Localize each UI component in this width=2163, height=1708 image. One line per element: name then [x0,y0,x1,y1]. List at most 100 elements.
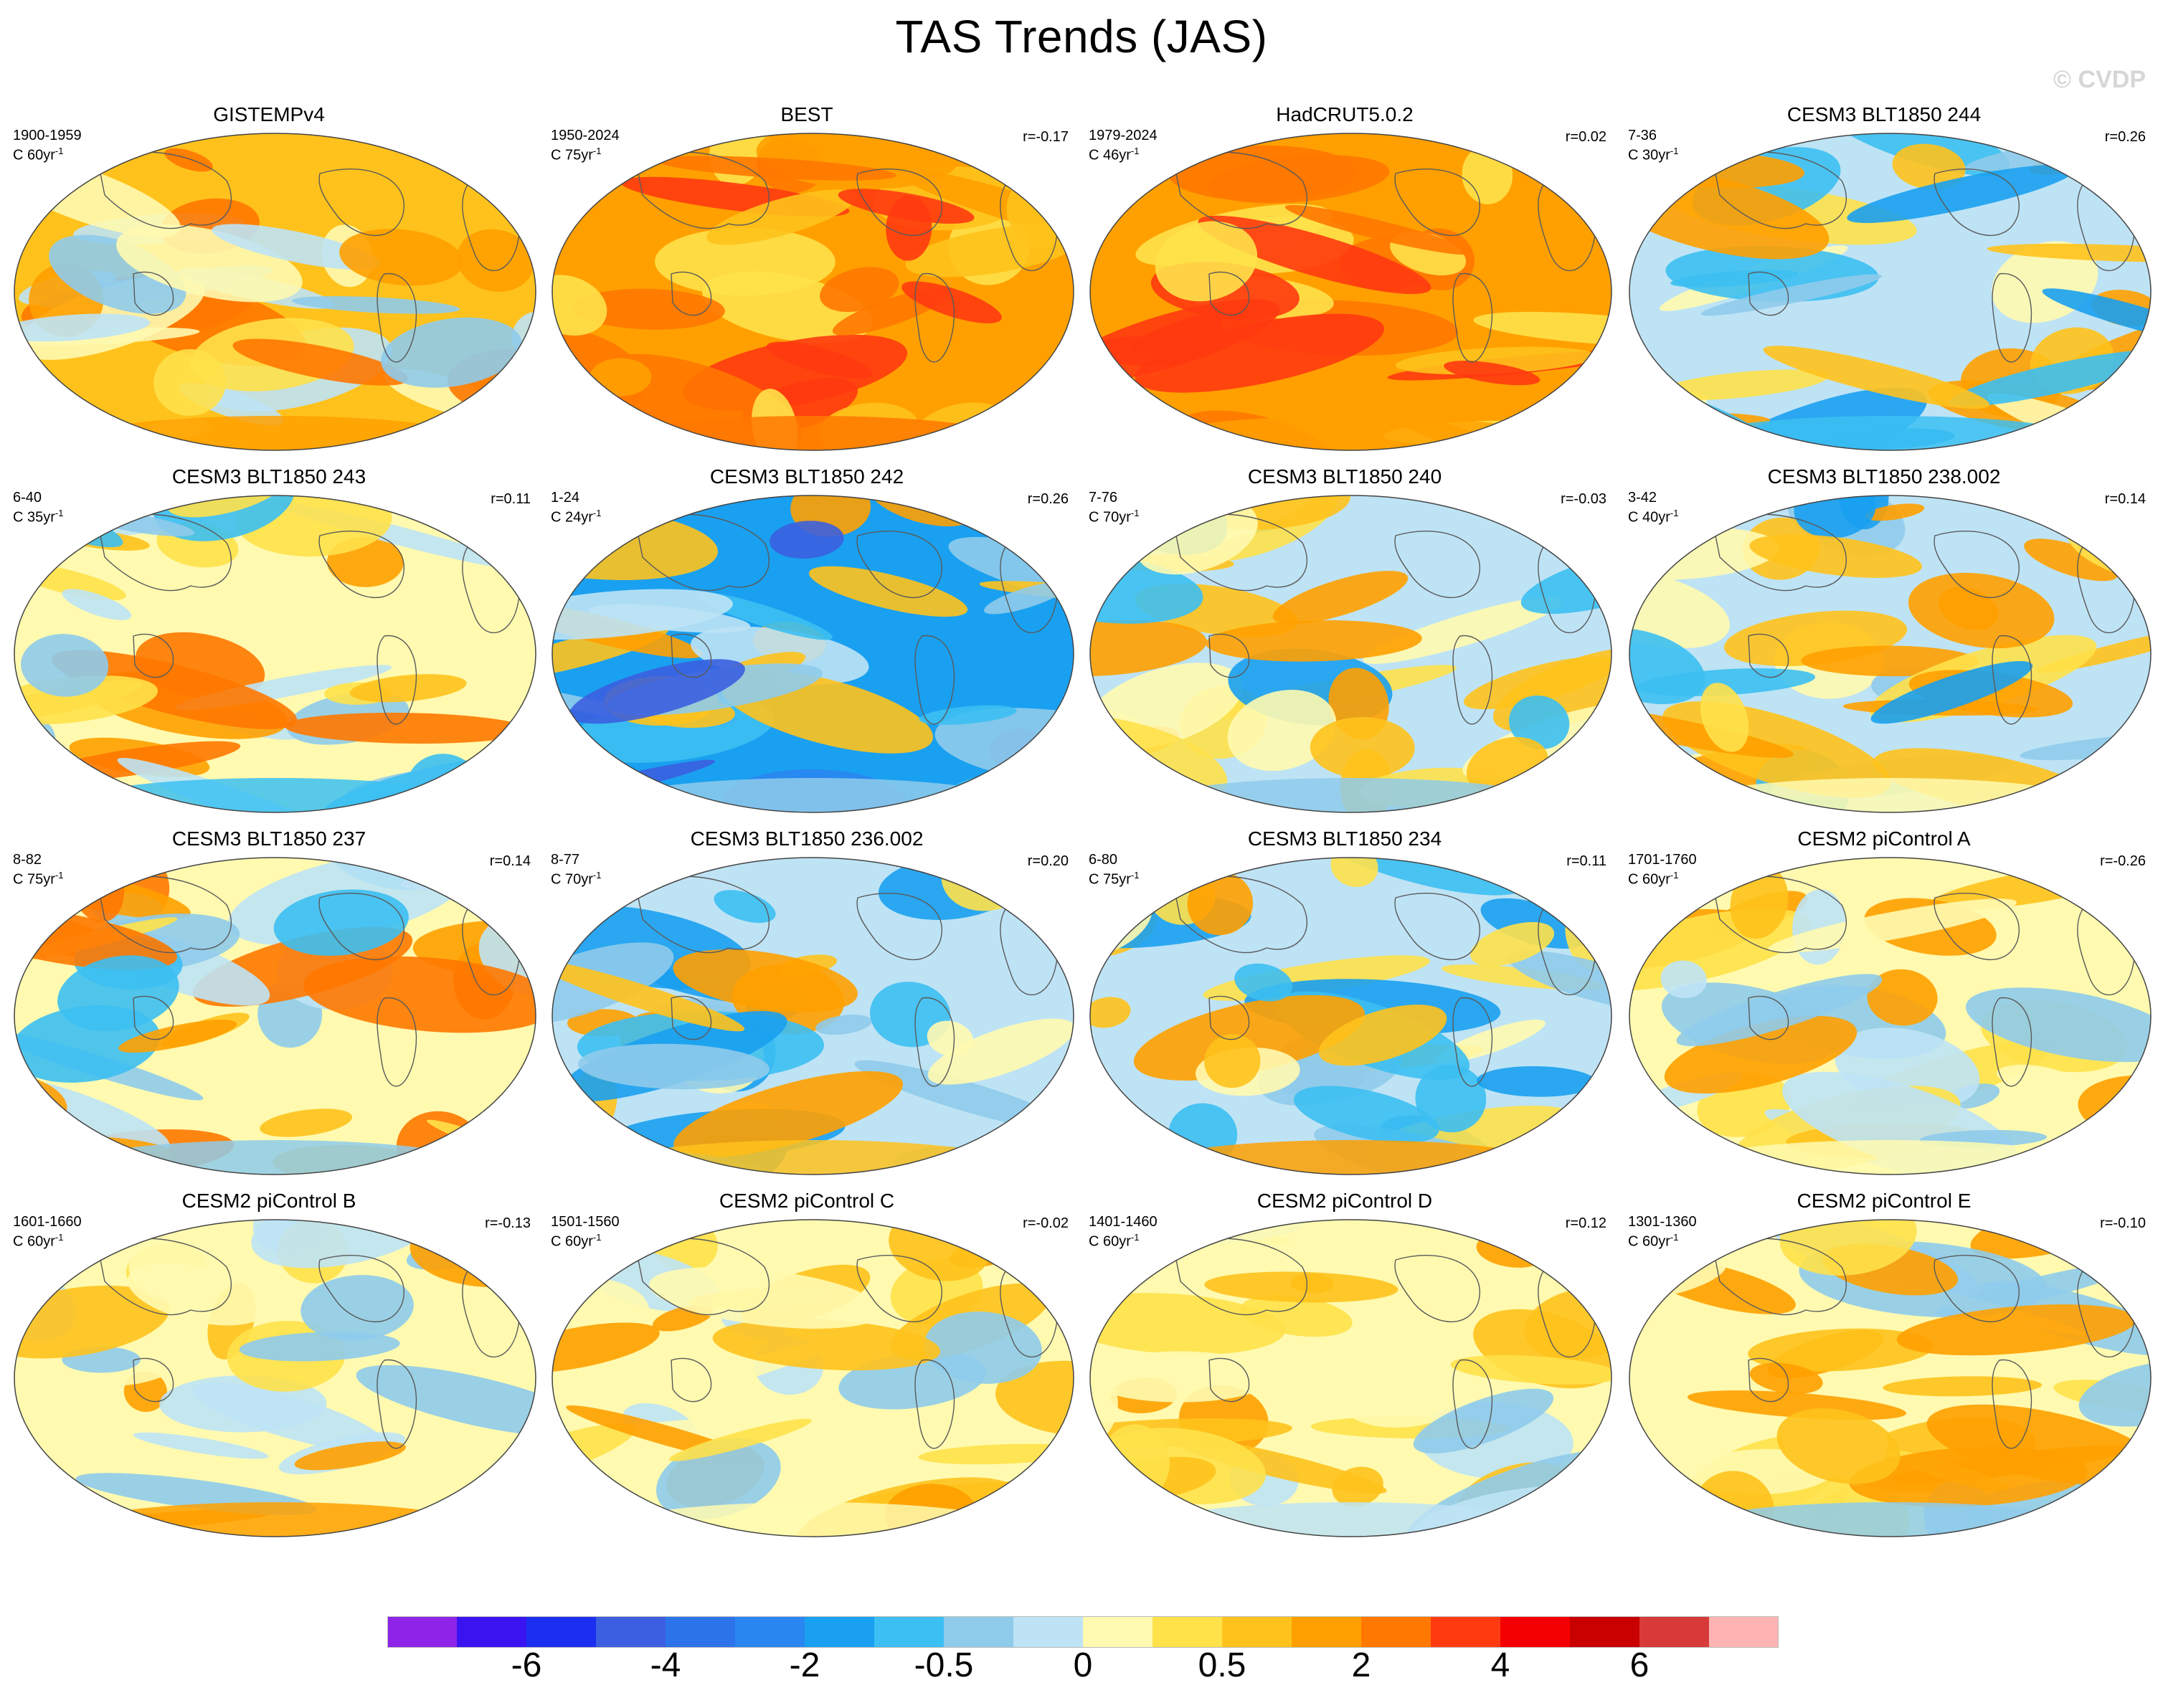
anomaly-patch [14,495,57,540]
anomaly-patch [1155,221,1258,302]
panel-title: CESM3 BLT1850 243 [171,465,366,488]
colorbar-tick-label: 0 [1073,1646,1093,1684]
panel-years: 1900-1959 [13,128,82,143]
anomaly-patch [2024,539,2119,582]
anomaly-patch [1700,683,1749,752]
colorbar-swatch [457,1616,527,1648]
map-panel: CESM3 BLT1850 242 1-24 C 24yr-1 r=0.26 [538,462,1076,825]
coastline [1712,876,1847,954]
anomaly-patch [381,317,523,388]
map-panel: CESM2 piControl C 1501-1560 C 60yr-1 r=-0.0… [538,1187,1076,1549]
anomaly-patch [21,634,109,697]
colorbar-swatch [387,1616,458,1648]
coastline [1748,633,1789,678]
panel-title: BEST [780,103,833,125]
anomaly-patch [655,227,836,296]
globe-outline [1089,857,1612,1175]
coastline [318,169,404,236]
polar-band [1150,778,1551,812]
anomaly-patch [427,1119,536,1175]
panel-correlation: r=0.02 [1565,129,1606,145]
globe-map [552,133,1074,451]
anomaly-patch [1363,597,1563,664]
coastline [671,1357,712,1403]
panel-years: 1950-2024 [551,128,620,143]
colorbar-swatch [1222,1616,1292,1648]
panel-trend-scale: C 75yr-1 [551,146,602,163]
panel-title: CESM3 BLT1850 244 [1786,103,1982,125]
polar-band [75,778,475,812]
coastline [1934,531,2020,598]
anomaly-patch [127,1263,267,1326]
anomaly-patch [1090,1254,1128,1279]
polar-band [612,1502,1013,1537]
anomaly-patch [927,1020,974,1057]
panel-correlation: r=0.14 [489,853,531,869]
anomaly-patch [552,589,733,640]
coastline [318,1255,404,1322]
anomaly-patch [300,1275,414,1341]
anomaly-patch [1939,587,1999,630]
anomaly-patch [901,281,1002,323]
anomaly-patch [57,955,179,1032]
colorbar-swatch [1153,1616,1223,1648]
panel-years: 1979-2024 [1089,128,1158,143]
colorbar-tick-label: -0.5 [914,1646,974,1684]
panel-title: CESM3 BLT1850 238.002 [1767,465,2001,488]
anomaly-patch [1867,969,1938,1026]
globe-map [1089,495,1612,813]
polar-band [1690,778,2091,812]
coastline [1934,893,2020,960]
polar-band [1690,416,2091,450]
anomaly-patch [1318,1005,1447,1066]
coastline [97,1238,232,1316]
anomaly-patch [984,582,1069,615]
coastline [1394,893,1480,960]
colorbar-swatch [666,1616,736,1648]
anomaly-patch [14,313,151,342]
map-panel: HadCRUT5.0.2 1979-2024 C 46yr-1 r=0.02 [1076,100,1614,462]
colorbar-tick-label: -2 [789,1646,820,1684]
anomaly-patch [1272,571,1409,625]
polar-band [1150,416,1551,450]
anomaly-patch [770,521,844,559]
globe-outline [1629,857,2152,1175]
coastline [133,1357,174,1403]
globe-outline [1089,133,1612,451]
colorbar [387,1616,1779,1648]
polar-band [612,416,1013,450]
globe-outline [552,1219,1074,1537]
panel-correlation: r=0.11 [491,491,531,507]
anomaly-patch [706,189,857,245]
globe-map [14,495,536,813]
anomaly-patch [1556,133,1611,161]
polar-band [1690,1502,2091,1537]
coastline [1712,1238,1847,1316]
globe-map [1089,133,1612,451]
anomaly-patch [1090,1494,1140,1537]
globe-map [552,1219,1074,1537]
anomaly-patch [919,705,1017,725]
anomaly-patch [712,1319,941,1371]
coastline [635,876,770,954]
map-panel: GISTEMPv4 1900-1959 C 60yr-1 [0,100,538,462]
coastline [1173,151,1307,229]
anomaly-patch [1883,1376,2043,1397]
map-panel: CESM3 BLT1850 237 8-82 C 75yr-1 r=0.14 [0,825,538,1187]
panel-title: HadCRUT5.0.2 [1276,103,1414,125]
panel-trend-scale: C 60yr-1 [1628,1232,1679,1250]
globe-map [14,133,536,451]
panel-years: 1-24 [551,490,580,506]
coastline [1452,272,1493,363]
anomaly-patch [1749,1362,1823,1394]
colorbar-swatch [1639,1616,1710,1648]
anomaly-patch [1330,858,1378,888]
colorbar-frame [387,1616,1779,1648]
coastline [318,531,404,598]
panel-years: 1601-1660 [13,1214,82,1230]
anomaly-patch [1415,1064,1487,1133]
panel-correlation: r=-0.03 [1561,491,1606,507]
colorbar-swatch [1709,1616,1779,1648]
coastline [377,635,417,725]
anomaly-patch [1664,1015,1857,1094]
